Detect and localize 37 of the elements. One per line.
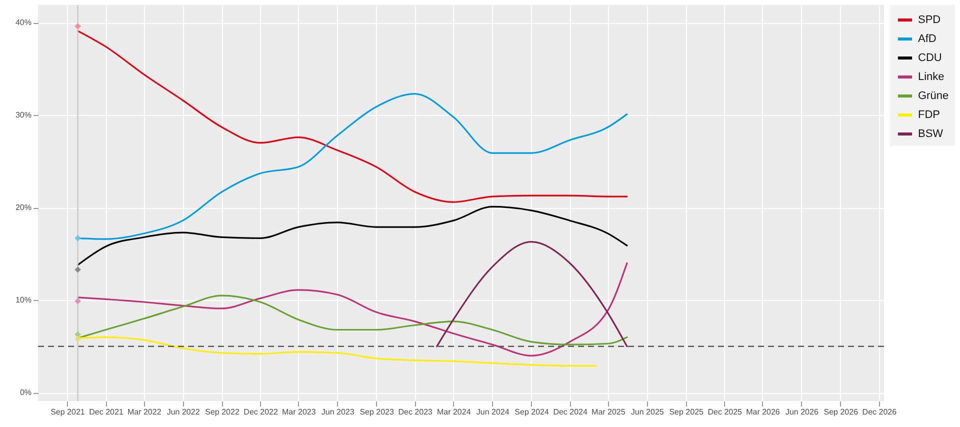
x-tick-label: Mar 2022 [127, 408, 162, 416]
x-tick-label: Sep 2024 [514, 408, 550, 416]
x-tick-label: Sep 2026 [824, 408, 859, 416]
y-tick-label: 30% [15, 110, 32, 120]
line-series [77, 206, 628, 266]
x-tick-label: Sep 2022 [205, 408, 240, 416]
y-tick-label: 40% [15, 18, 32, 28]
legend-label: Linke [918, 71, 944, 83]
x-tick-label: Dec 2026 [862, 408, 898, 416]
legend-label: Grüne [918, 90, 949, 102]
x-tick-label: Jun 2025 [630, 408, 664, 416]
x-tick-label: Dec 2025 [708, 408, 743, 416]
x-tick-label: Mar 2023 [282, 408, 316, 416]
x-tick-label: Mar 2025 [592, 408, 626, 416]
x-tick-label: Mar 2024 [436, 408, 472, 416]
x-tick-label: Sep 2021 [50, 408, 86, 416]
x-tick-label: Sep 2025 [669, 408, 704, 416]
y-tick-label: 10% [15, 296, 32, 305]
x-tick-label: Dec 2023 [398, 408, 434, 416]
y-tick-label: 20% [15, 203, 32, 212]
x-tick-label: Dec 2024 [553, 408, 588, 416]
line-series [77, 30, 628, 203]
x-tick-label: Mar 2026 [746, 408, 780, 416]
x-tick-label: Dec 2022 [244, 408, 278, 416]
legend-label: AfD [918, 33, 936, 45]
x-tick-label: Jun 2026 [785, 408, 819, 416]
legend-label: SPD [918, 14, 941, 26]
x-tick-label: Jun 2023 [321, 408, 355, 416]
x-tick-label: Dec 2021 [89, 408, 124, 416]
legend-label: FDP [918, 109, 940, 121]
x-tick-label: Jun 2024 [476, 408, 510, 416]
legend-label: CDU [918, 52, 942, 64]
line-series [436, 241, 628, 348]
x-tick-label: Sep 2023 [360, 408, 394, 416]
y-tick-label: 0% [20, 388, 32, 398]
x-tick-label: Jun 2022 [166, 408, 200, 416]
legend-label: BSW [918, 128, 944, 140]
